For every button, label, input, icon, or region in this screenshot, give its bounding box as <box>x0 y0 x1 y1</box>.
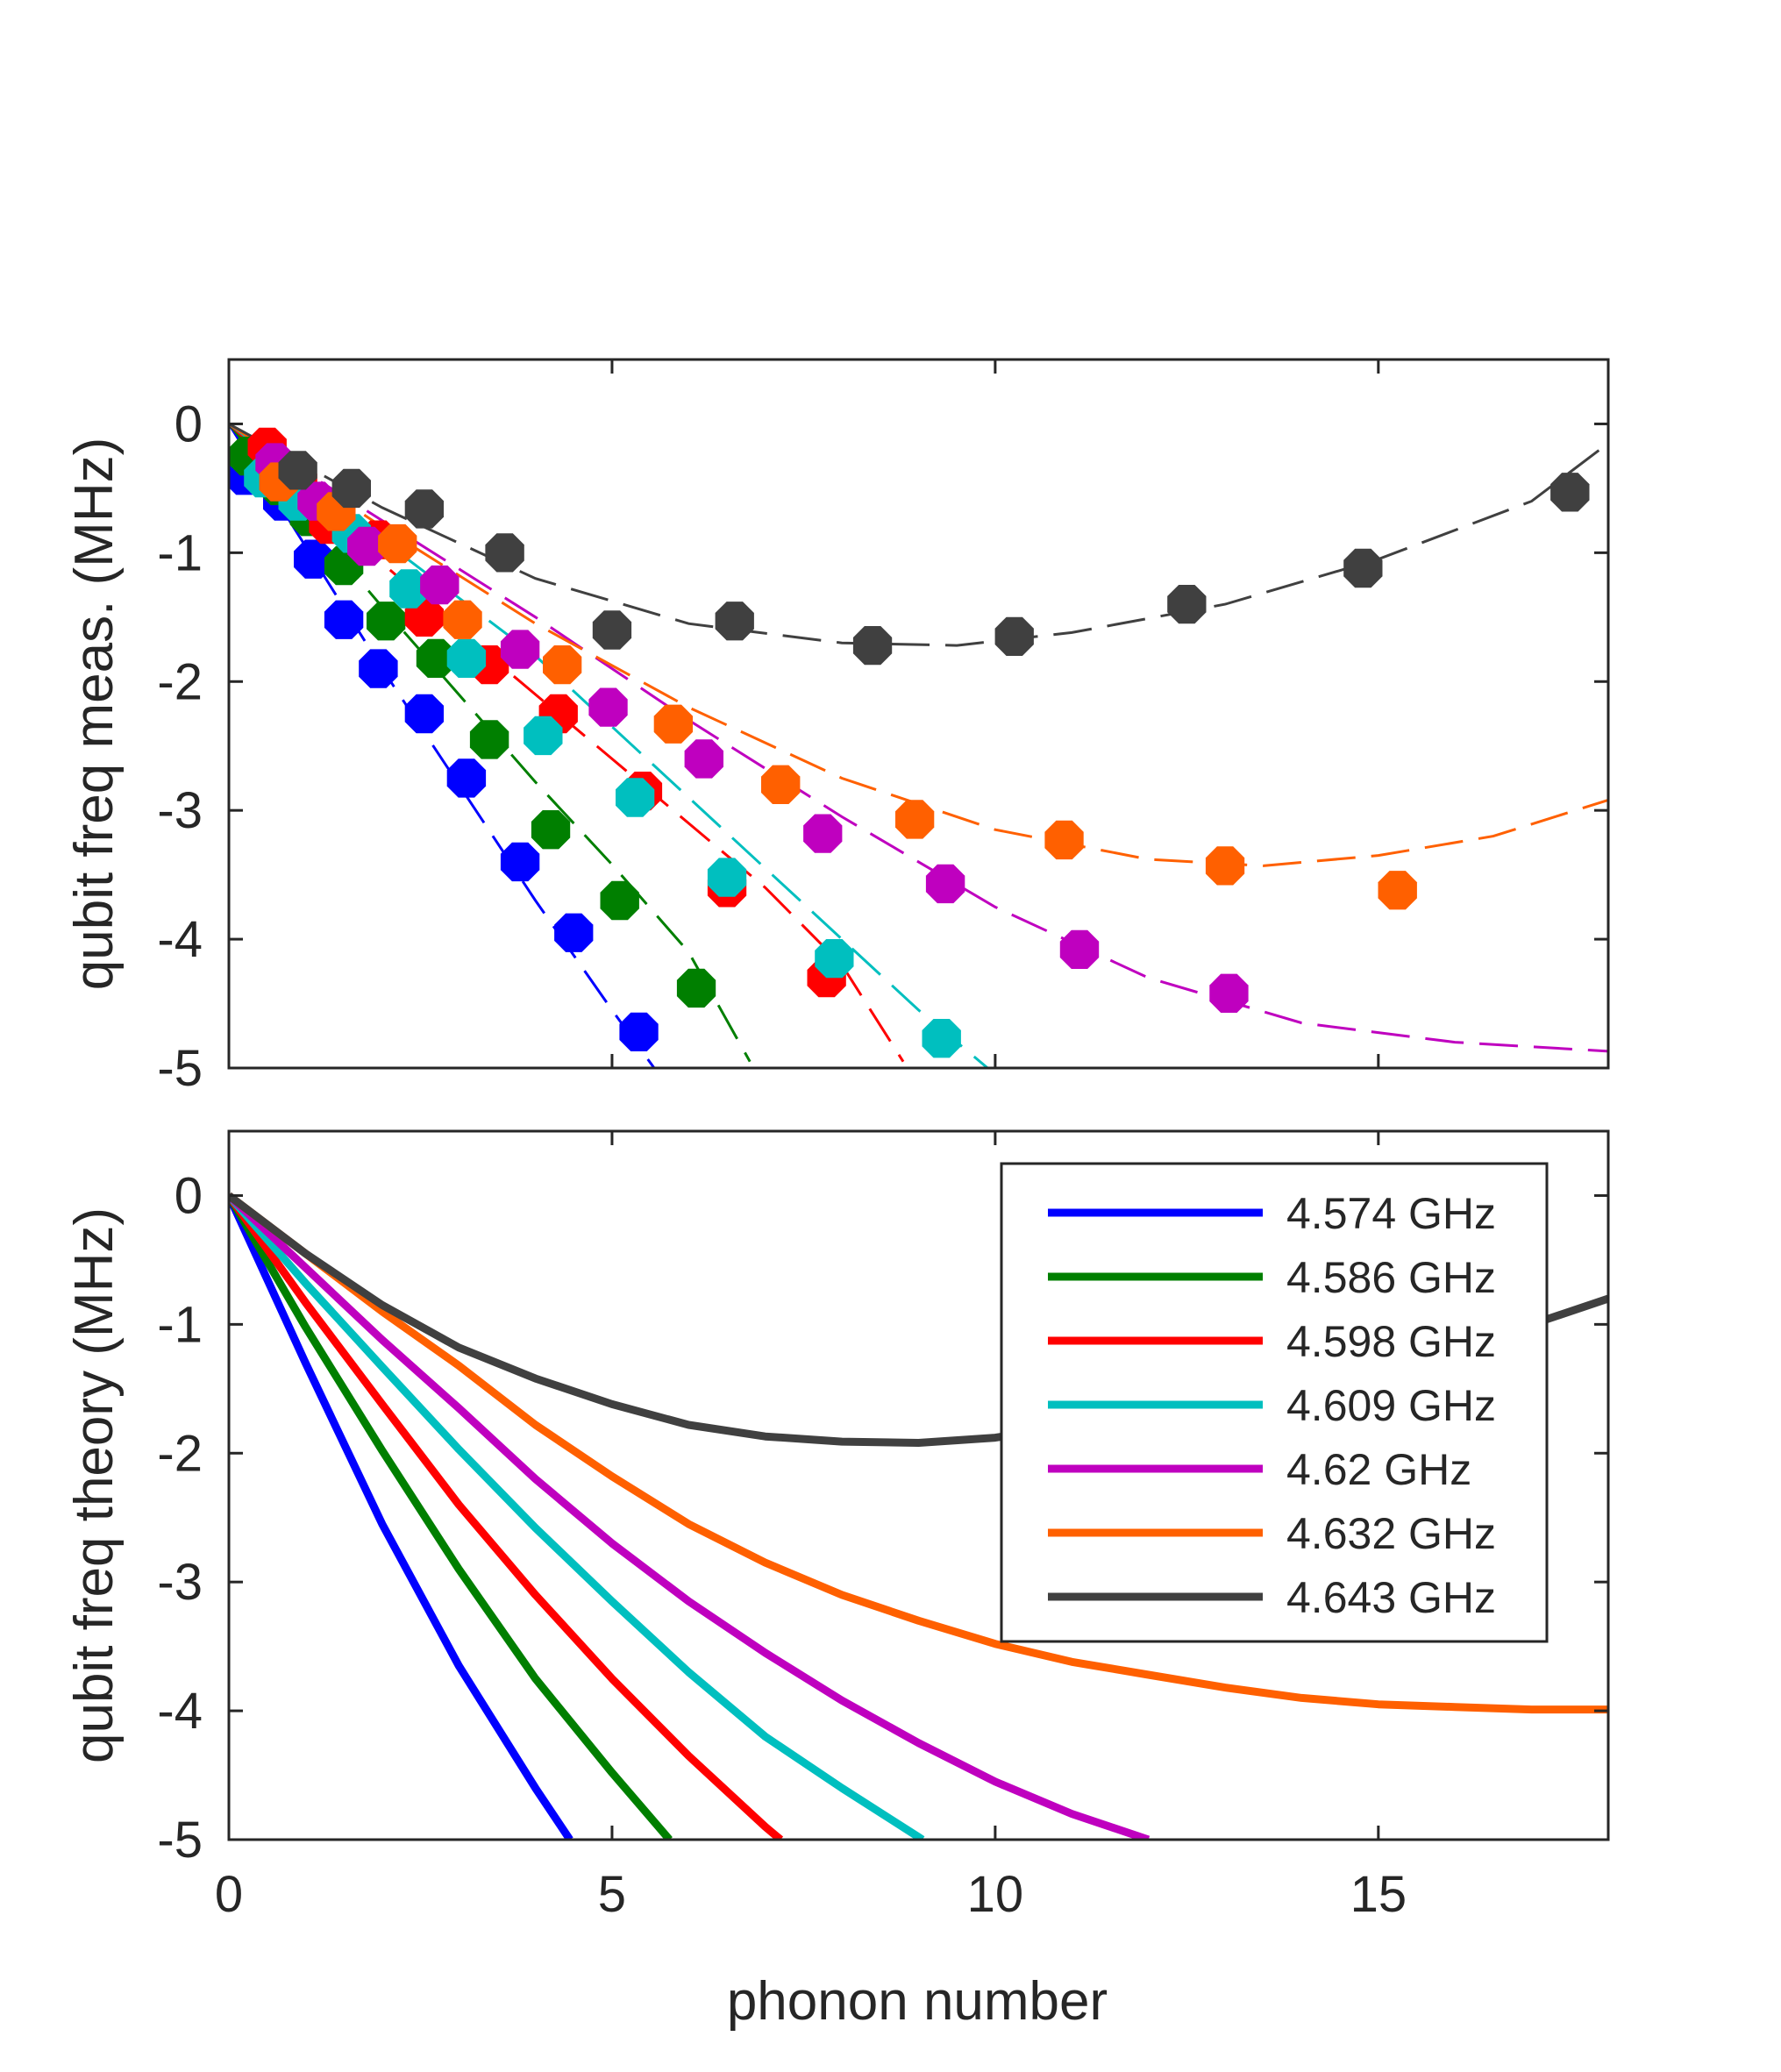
theory-line-series-5 <box>229 1192 1608 1714</box>
data-point-series-5 <box>761 765 801 804</box>
top-plot-area <box>229 360 1608 1068</box>
bottom-y-axis-label: qubit freq theory (MHz) <box>64 1207 125 1763</box>
data-point-series-6 <box>1343 548 1383 588</box>
bottom-ticks: 0 5 10 15 0 -1 -2 -3 -4 -5 <box>157 1131 1608 1923</box>
data-point-series-0 <box>619 1012 659 1051</box>
fit-line-series-4 <box>229 423 1608 1053</box>
data-point-series-4 <box>925 864 965 904</box>
legend-label-1: 4.586 GHz <box>1286 1253 1496 1302</box>
theory-line-series-0 <box>229 1193 573 1840</box>
data-point-series-3 <box>524 716 563 756</box>
data-point-series-3 <box>616 778 655 817</box>
top-y-tick-label: -5 <box>157 1040 203 1097</box>
top-y-tick-label: -3 <box>157 782 203 839</box>
data-point-series-1 <box>416 638 456 678</box>
legend-label-4: 4.62 GHz <box>1286 1445 1471 1494</box>
data-point-series-3 <box>815 939 854 979</box>
data-point-series-4 <box>500 630 540 669</box>
top-data-points <box>229 427 1590 1058</box>
bottom-y-tick-label: -5 <box>157 1812 203 1869</box>
data-point-series-0 <box>446 758 487 798</box>
data-point-series-4 <box>803 814 843 853</box>
bottom-y-tick-label: -2 <box>157 1425 203 1482</box>
data-point-series-1 <box>367 602 406 641</box>
legend-label-2: 4.598 GHz <box>1286 1317 1496 1366</box>
x-axis-label: phonon number <box>727 1971 1108 2032</box>
data-point-series-5 <box>895 800 935 839</box>
data-point-series-1 <box>676 968 716 1008</box>
data-point-series-6 <box>1167 585 1207 624</box>
data-point-series-4 <box>588 687 628 727</box>
bottom-y-tick-label: -4 <box>157 1683 203 1740</box>
fit-line-series-3 <box>229 423 989 1068</box>
data-point-series-1 <box>531 810 571 850</box>
top-ticks: 0 -1 -2 -3 -4 -5 <box>157 360 1608 1097</box>
top-panel: 0 -1 -2 -3 -4 -5 qubit freq meas. (MHz) <box>64 358 1610 1097</box>
fit-line-series-6 <box>229 423 1608 647</box>
data-point-series-1 <box>469 720 509 759</box>
data-point-series-5 <box>378 523 417 564</box>
data-point-series-0 <box>500 842 540 882</box>
data-point-series-6 <box>1550 473 1590 512</box>
bottom-y-tick-label: 0 <box>175 1167 203 1224</box>
bottom-panel: 0 5 10 15 0 -1 -2 -3 -4 -5 qubit freq theory (MHz… <box>64 1129 1610 2032</box>
data-point-series-5 <box>1205 846 1245 886</box>
top-y-tick-label: -1 <box>157 524 203 581</box>
top-y-tick-label: 0 <box>175 395 203 452</box>
data-point-series-4 <box>420 565 459 605</box>
bottom-y-tick-label: -3 <box>157 1554 203 1611</box>
data-point-series-0 <box>294 539 333 579</box>
top-y-tick-label: -2 <box>157 653 203 710</box>
data-point-series-6 <box>485 533 524 573</box>
data-point-series-4 <box>1059 929 1100 969</box>
data-point-series-3 <box>922 1019 961 1058</box>
data-point-series-3 <box>707 858 747 897</box>
data-point-series-0 <box>359 649 398 688</box>
data-point-series-1 <box>600 880 639 921</box>
data-point-series-6 <box>592 610 632 650</box>
data-point-series-4 <box>347 526 387 566</box>
data-point-series-0 <box>404 694 444 734</box>
legend: 4.574 GHz 4.586 GHz 4.598 GHz 4.609 GHz 4.62… <box>1000 1162 1549 1643</box>
theory-line-series-2 <box>229 1193 784 1840</box>
data-point-series-3 <box>389 569 429 609</box>
legend-label-0: 4.574 GHz <box>1286 1189 1496 1238</box>
bottom-y-tick-label: -1 <box>157 1296 203 1353</box>
fit-line-series-2 <box>229 423 905 1063</box>
bottom-x-tick-label: 5 <box>598 1866 626 1923</box>
data-point-series-5 <box>543 645 582 685</box>
data-point-series-5 <box>1044 820 1084 860</box>
fit-line-series-5 <box>229 423 1608 867</box>
data-point-series-6 <box>404 489 444 529</box>
bottom-x-tick-label: 0 <box>215 1866 243 1923</box>
top-y-axis-label: qubit freq meas. (MHz) <box>64 438 125 991</box>
legend-label-5: 4.632 GHz <box>1286 1509 1496 1558</box>
data-point-series-6 <box>852 626 893 666</box>
data-point-series-4 <box>684 739 723 779</box>
data-point-series-6 <box>715 602 754 641</box>
theory-line-series-4 <box>229 1193 1151 1840</box>
bottom-axes-box <box>227 1129 1610 1841</box>
theory-line-series-3 <box>229 1193 925 1840</box>
theory-line-series-1 <box>229 1193 673 1840</box>
top-axes-box <box>227 358 1610 1070</box>
data-point-series-5 <box>443 600 482 639</box>
data-point-series-0 <box>554 913 594 952</box>
data-point-series-6 <box>994 616 1034 656</box>
data-point-series-4 <box>1209 973 1249 1013</box>
data-point-series-3 <box>446 638 487 678</box>
data-point-series-5 <box>1378 871 1417 910</box>
data-point-series-6 <box>278 451 317 490</box>
legend-label-6: 4.643 GHz <box>1286 1573 1496 1622</box>
data-point-series-6 <box>331 468 371 509</box>
bottom-x-tick-label: 10 <box>967 1866 1024 1923</box>
data-point-series-5 <box>653 704 693 744</box>
data-point-series-0 <box>324 600 364 639</box>
legend-label-3: 4.609 GHz <box>1286 1381 1496 1430</box>
bottom-x-tick-label: 15 <box>1350 1866 1407 1923</box>
top-y-tick-label: -4 <box>157 911 203 968</box>
bottom-theory-lines <box>229 1192 1608 1840</box>
